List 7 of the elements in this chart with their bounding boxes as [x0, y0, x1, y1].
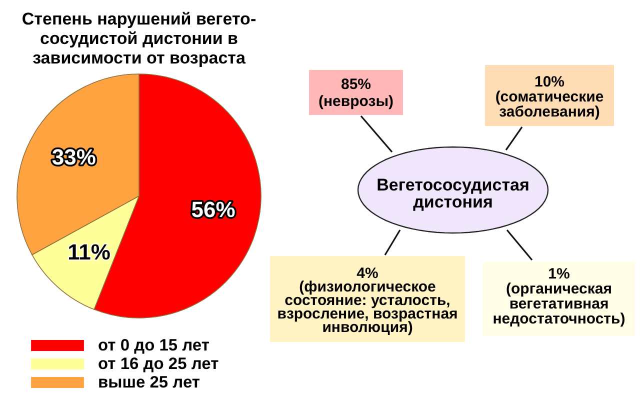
- chart-title: Степень нарушений вегето-сосудистой дистонии в зависимости от возраста: [22, 10, 256, 68]
- data-label: 33%: [52, 144, 96, 170]
- legend-label: от 0 до 15 лет: [98, 336, 210, 354]
- legend-label: выше 25 лет: [98, 374, 200, 392]
- data-label: 56%: [191, 197, 236, 222]
- legend-label: от 16 до 25 лет: [98, 355, 219, 373]
- data-label: 11%: [68, 240, 110, 265]
